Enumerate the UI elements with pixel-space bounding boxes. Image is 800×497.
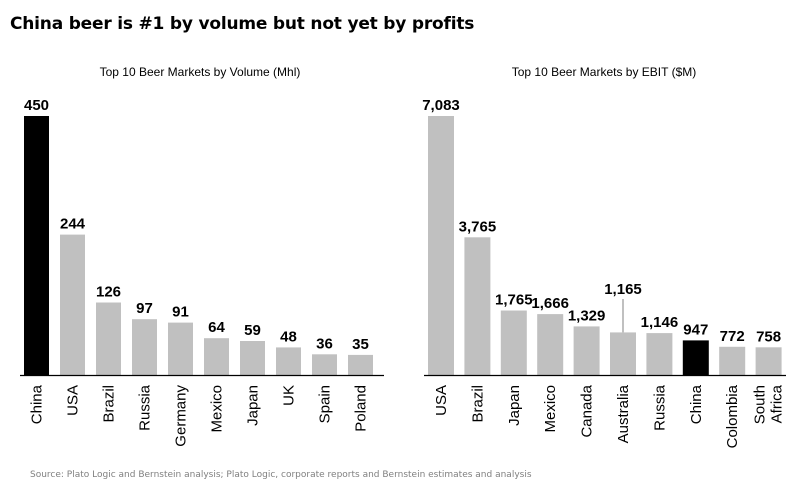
value-label: 64: [208, 319, 225, 336]
category-label: Japan: [245, 385, 262, 426]
category-label: Brazil: [101, 385, 118, 423]
bar-australia: [610, 332, 636, 375]
category-label: China: [688, 384, 705, 424]
value-label: 1,146: [641, 314, 679, 331]
bar-china: [24, 116, 49, 375]
volume-chart: Top 10 Beer Markets by Volume (Mhl) 450 Ch…: [20, 65, 384, 447]
bar-mexico: [537, 314, 564, 375]
bar-spain: [312, 354, 337, 375]
value-label: 7,083: [422, 97, 460, 114]
value-label: 35: [352, 336, 369, 353]
value-label: 450: [24, 97, 49, 114]
value-label: 36: [316, 335, 333, 352]
value-label: 126: [96, 283, 121, 300]
category-label: USA: [65, 385, 82, 416]
bar-russia: [646, 333, 673, 375]
page-title: China beer is #1 by volume but not yet b…: [10, 14, 475, 34]
bar-usa: [60, 234, 85, 375]
bar-brazil: [96, 302, 121, 375]
value-label: 947: [683, 321, 708, 338]
chart-title: Top 10 Beer Markets by EBIT ($M): [512, 65, 697, 79]
category-label: Colombia: [724, 384, 741, 448]
bar-south-africa: [755, 347, 782, 375]
value-label: 772: [720, 328, 745, 345]
category-label: Mexico: [209, 385, 226, 433]
value-label: 59: [244, 322, 261, 339]
value-label: 91: [172, 304, 189, 321]
chart-title: Top 10 Beer Markets by Volume (Mhl): [100, 65, 301, 79]
value-label: 3,765: [459, 218, 497, 235]
category-label: Australia: [615, 384, 632, 443]
value-label: 1,165: [604, 281, 642, 298]
source-note: Source: Plato Logic and Bernstein analys…: [30, 470, 532, 480]
value-label: 758: [756, 328, 781, 345]
bar-germany: [168, 322, 193, 375]
category-label: Brazil: [469, 385, 486, 423]
bar-russia: [132, 319, 157, 375]
value-label: 48: [280, 328, 297, 345]
value-label: 1,765: [495, 291, 533, 308]
category-label: USA: [433, 385, 450, 416]
category-label: Germany: [173, 385, 190, 447]
category-label: Poland: [353, 385, 370, 432]
bar-poland: [348, 354, 373, 375]
category-label: Russia: [137, 384, 154, 431]
category-label: China: [29, 384, 46, 424]
value-label: 97: [136, 300, 153, 317]
category-label: Spain: [317, 385, 334, 423]
bar-colombia: [719, 346, 746, 375]
ebit-chart: Top 10 Beer Markets by EBIT ($M) 7,083 USA…: [422, 65, 786, 448]
bar-china: [682, 340, 709, 375]
bar-uk: [276, 347, 301, 375]
value-label: 1,329: [568, 307, 606, 324]
category-label: SouthAfrica: [752, 384, 786, 424]
category-label: Canada: [579, 384, 596, 437]
category-label: Mexico: [542, 385, 559, 433]
bar-brazil: [464, 237, 491, 375]
category-label: Japan: [506, 385, 523, 426]
bar-usa: [428, 116, 454, 375]
bar-japan: [240, 341, 265, 375]
bar-mexico: [204, 338, 229, 375]
category-label: Russia: [651, 384, 668, 431]
value-label: 244: [60, 216, 86, 233]
category-label: UK: [281, 385, 298, 406]
bar-japan: [500, 310, 527, 375]
bar-canada: [573, 326, 600, 375]
value-label: 1,666: [531, 295, 569, 312]
